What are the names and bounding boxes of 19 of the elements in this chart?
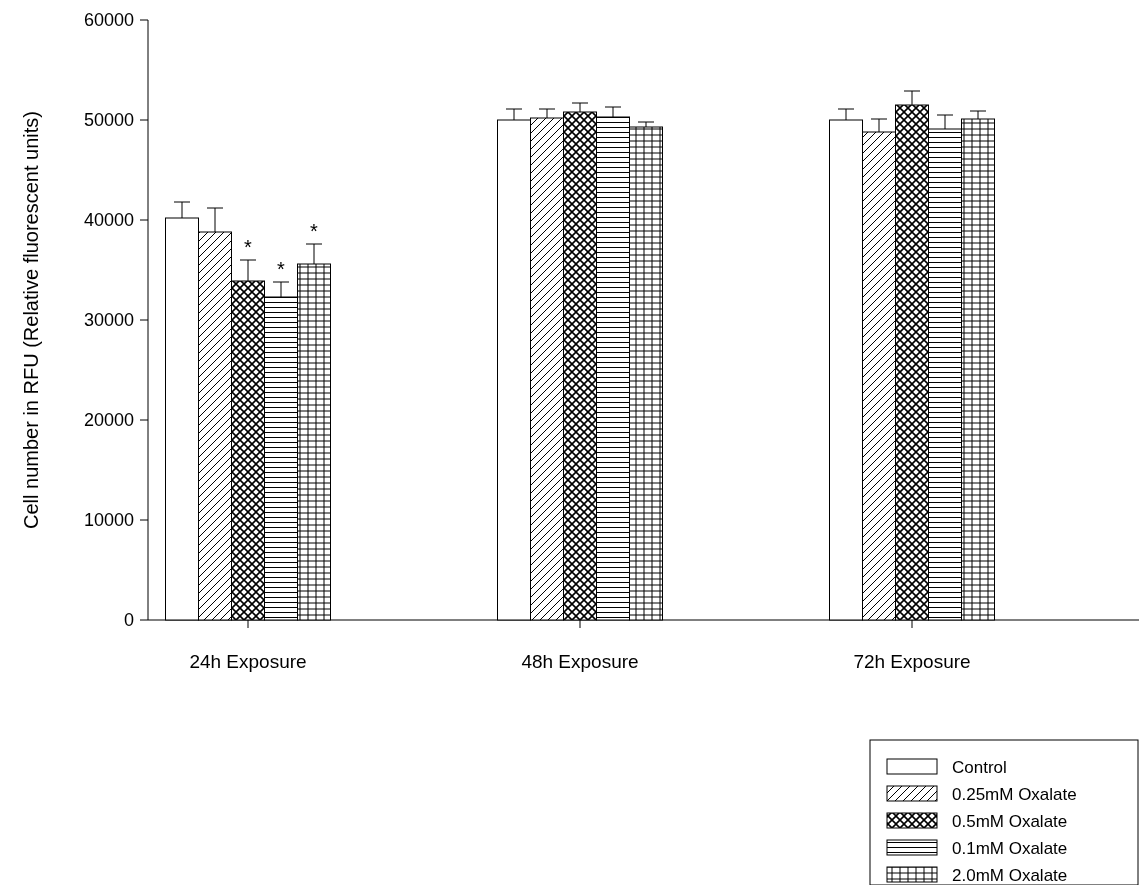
y-tick-label: 60000	[83, 10, 134, 31]
legend-label: 0.5mM Oxalate	[952, 811, 1068, 831]
y-tick-label: 10000	[83, 510, 134, 531]
y-tick-label: 0	[123, 610, 134, 631]
legend-label: 2.0mM Oxalate	[952, 865, 1068, 885]
y-tick-label: 50000	[83, 110, 134, 131]
x-tick-label: 72h Exposure	[853, 651, 971, 672]
y-tick-label: 20000	[83, 410, 134, 431]
x-tick-label: 24h Exposure	[189, 651, 307, 672]
data-label: *	[277, 258, 286, 280]
y-tick-label: 30000	[83, 310, 134, 331]
y-axis-title: Cell number in RFU (Relative fluorescent units)	[20, 111, 42, 529]
legend-label: 0.25mM Oxalate	[952, 784, 1077, 804]
x-tick-label: 48h Exposure	[521, 651, 639, 672]
y-tick-label: 40000	[83, 210, 134, 231]
legend-label: 0.1mM Oxalate	[952, 838, 1068, 858]
data-label: *	[244, 236, 253, 258]
legend-label: Control	[952, 757, 1007, 777]
data-label: *	[310, 220, 319, 242]
